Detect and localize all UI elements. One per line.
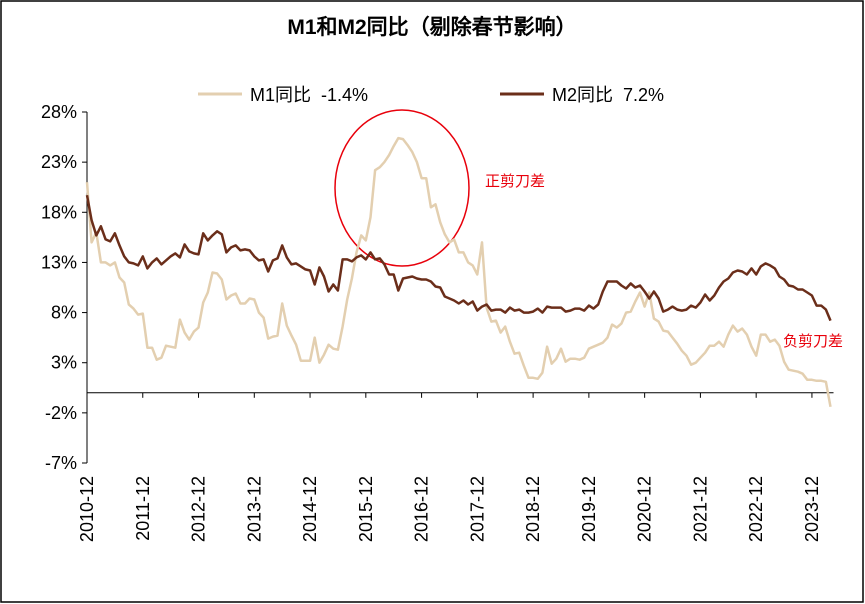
- x-tick-label: 2014-12: [300, 476, 320, 542]
- x-tick-label: 2018-12: [523, 476, 543, 542]
- x-tick-label: 2015-12: [356, 476, 376, 542]
- x-tick-label: 2011-12: [133, 476, 153, 541]
- annotation: 正剪刀差: [485, 173, 545, 190]
- legend-label: M1同比 -1.4%: [250, 85, 368, 105]
- x-tick-label: 2023-12: [802, 476, 822, 542]
- x-tick-label: 2021-12: [690, 476, 710, 542]
- y-tick-label: 28%: [41, 102, 77, 122]
- x-tick-label: 2017-12: [467, 476, 487, 542]
- x-tick-label: 2010-12: [77, 476, 97, 542]
- y-tick-label: 18%: [41, 202, 77, 222]
- legend-label: M2同比 7.2%: [552, 85, 664, 105]
- y-tick-label: 8%: [51, 303, 77, 323]
- series-line: [85, 136, 832, 408]
- x-tick-label: 2019-12: [579, 476, 599, 542]
- x-tick-label: 2016-12: [412, 476, 432, 542]
- x-tick-label: 2020-12: [635, 476, 655, 542]
- y-tick-label: 23%: [41, 152, 77, 172]
- x-tick-label: 2022-12: [746, 476, 766, 542]
- highlight-circle: [334, 109, 470, 267]
- x-tick-label: 2012-12: [189, 476, 209, 542]
- y-tick-label: -7%: [45, 453, 77, 473]
- x-tick-label: 2013-12: [244, 476, 264, 542]
- chart-title: M1和M2同比（剔除春节影响）: [287, 15, 576, 39]
- y-tick-label: -2%: [45, 403, 77, 423]
- y-tick-label: 3%: [51, 353, 77, 373]
- y-tick-label: 13%: [41, 252, 77, 272]
- series-line: [85, 194, 832, 322]
- annotation: 负剪刀差: [783, 333, 843, 350]
